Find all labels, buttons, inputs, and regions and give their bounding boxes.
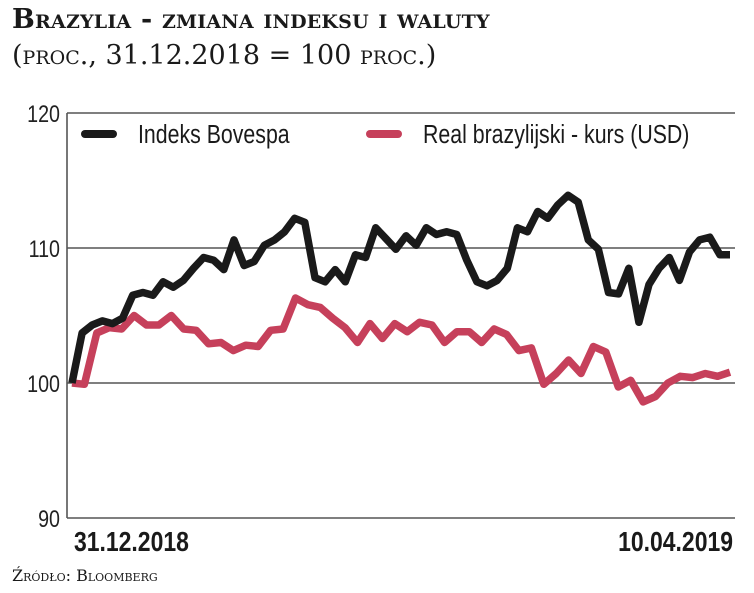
legend-label-1: Real brazylijski - kurs (USD) [423, 120, 689, 150]
x-tick-label-start: 31.12.2018 [74, 527, 189, 558]
y-tick-label: 90 [38, 505, 60, 532]
y-tick-label: 120 [27, 100, 60, 127]
source-note: Źródło: Bloomberg [12, 566, 158, 585]
series-line-0 [68, 191, 730, 384]
chart-title: Brazylia - zmiana indeksu i waluty [12, 4, 490, 35]
x-tick-label-end: 10.04.2019 [618, 527, 733, 558]
series-line-1 [71, 294, 732, 406]
chart-subtitle: (proc., 31.12.2018 = 100 proc.) [12, 40, 437, 71]
y-tick-label: 100 [27, 370, 60, 397]
y-tick-label: 110 [29, 235, 60, 262]
legend-label-0: Indeks Bovespa [138, 120, 290, 150]
